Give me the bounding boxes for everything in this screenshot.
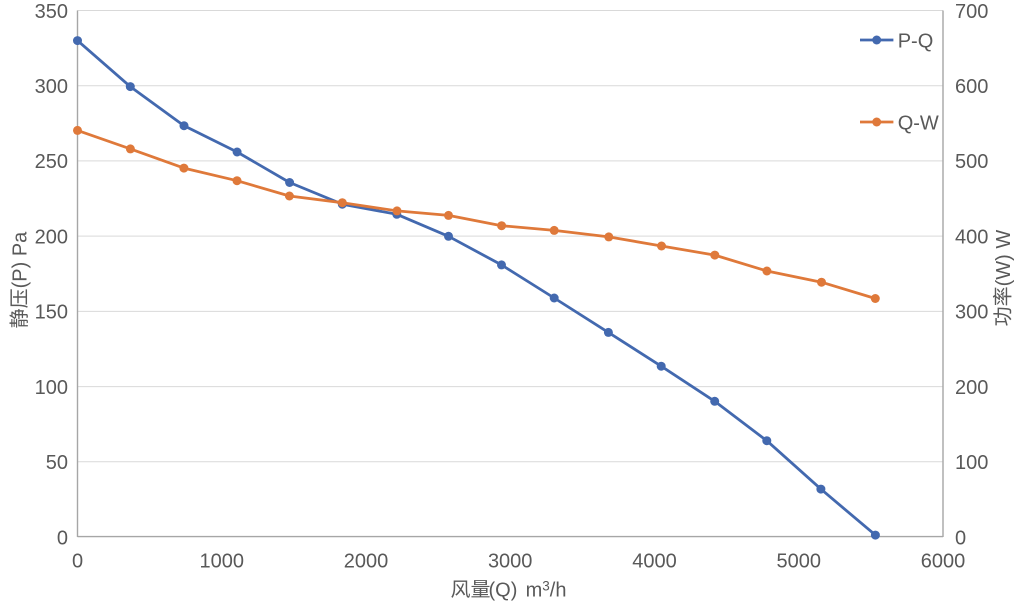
svg-text:250: 250: [35, 151, 68, 173]
svg-text:5000: 5000: [777, 550, 822, 572]
svg-text:200: 200: [955, 377, 988, 399]
svg-text:300: 300: [955, 302, 988, 324]
svg-text:0: 0: [72, 550, 83, 572]
svg-text:50: 50: [46, 452, 68, 474]
svg-text:4000: 4000: [632, 550, 677, 572]
svg-text:600: 600: [955, 76, 988, 98]
svg-text:P-Q: P-Q: [898, 30, 934, 52]
svg-text:200: 200: [35, 226, 68, 248]
svg-text:3000: 3000: [488, 550, 533, 572]
svg-text:100: 100: [35, 377, 68, 399]
svg-text:(P) Pa: (P) Pa: [9, 231, 31, 289]
svg-text:2000: 2000: [344, 550, 389, 572]
svg-text:350: 350: [35, 1, 68, 23]
svg-text:700: 700: [955, 1, 988, 23]
svg-text:300: 300: [35, 76, 68, 98]
svg-text:1000: 1000: [200, 550, 245, 572]
svg-text:400: 400: [955, 226, 988, 248]
svg-text:6000: 6000: [921, 550, 966, 572]
svg-text:500: 500: [955, 151, 988, 173]
svg-text:100: 100: [955, 452, 988, 474]
svg-text:m3/h: m3/h: [526, 578, 567, 601]
svg-text:150: 150: [35, 302, 68, 324]
svg-text:(Q): (Q): [489, 579, 518, 601]
svg-text:Q-W: Q-W: [898, 112, 939, 134]
svg-text:0: 0: [57, 527, 68, 549]
svg-text:0: 0: [955, 527, 966, 549]
svg-text:(W) W: (W) W: [993, 230, 1015, 287]
